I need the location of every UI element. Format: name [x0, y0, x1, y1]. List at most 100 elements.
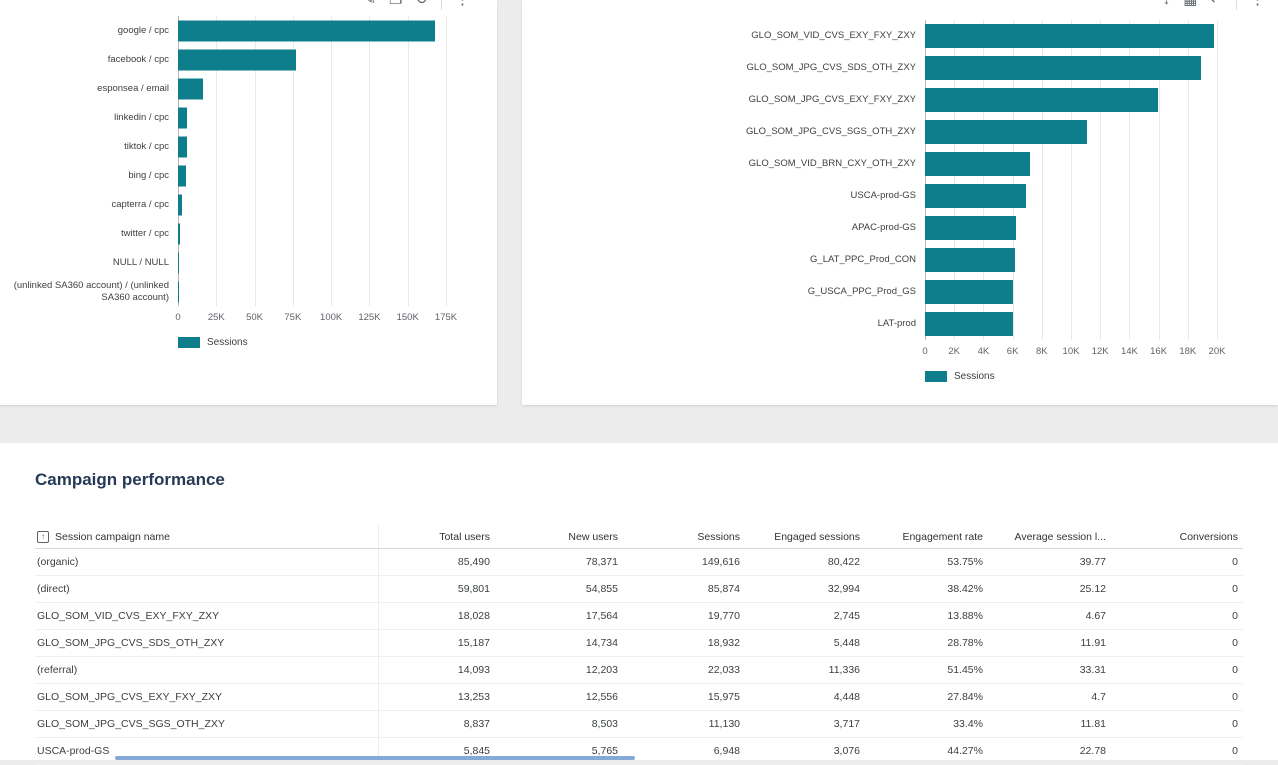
category-label: linkedin / cpc — [0, 112, 178, 124]
metric-cell: 53.75% — [862, 556, 985, 568]
plot-track — [178, 248, 446, 277]
download-icon[interactable]: ↓ — [1163, 0, 1171, 7]
chart-row: LAT-prod — [522, 308, 1278, 340]
column-header[interactable]: Total users — [379, 531, 492, 543]
dimension-icon: ↑ — [37, 531, 49, 543]
bar[interactable] — [925, 184, 1026, 208]
gridline — [255, 103, 256, 132]
plot-track — [178, 16, 446, 45]
chart-row: USCA-prod-GS — [522, 180, 1278, 212]
column-header-label: Session campaign name — [55, 531, 170, 543]
gridline — [216, 190, 217, 219]
column-header[interactable]: Sessions — [620, 531, 742, 543]
gridline — [1100, 148, 1101, 180]
bar[interactable] — [925, 88, 1158, 112]
column-header[interactable]: New users — [492, 531, 620, 543]
bar[interactable] — [178, 20, 435, 41]
metric-cell: 0 — [1108, 691, 1240, 703]
chart-row: GLO_SOM_JPG_CVS_SGS_OTH_ZXY — [522, 116, 1278, 148]
card-toolbar: ↓ ▦ ↩ ⋮ — [1163, 0, 1265, 12]
refresh-icon[interactable]: ↻ — [415, 0, 428, 7]
gridline — [446, 161, 447, 190]
table-scrollbar-thumb[interactable] — [115, 756, 635, 760]
gridline — [1013, 276, 1014, 308]
chart-row: (unlinked SA360 account) / (unlinked SA3… — [0, 277, 497, 306]
gridline — [1217, 116, 1218, 148]
bar[interactable] — [925, 24, 1214, 48]
gridline — [1217, 212, 1218, 244]
gridline — [408, 132, 409, 161]
gridline — [331, 74, 332, 103]
gridline — [331, 103, 332, 132]
legend-swatch — [178, 337, 200, 348]
metric-cell: 0 — [1108, 664, 1240, 676]
gridline — [408, 190, 409, 219]
column-header[interactable]: Average session l... — [985, 531, 1108, 543]
gridline — [369, 161, 370, 190]
gridline — [1071, 308, 1072, 340]
sessions-by-campaign-bar-chart: GLO_SOM_VID_CVS_EXY_FXY_ZXY GLO_SOM_JPG_C… — [522, 20, 1278, 382]
bar[interactable] — [178, 223, 180, 244]
category-label: bing / cpc — [0, 170, 178, 182]
column-header[interactable]: ↑ Session campaign name — [35, 525, 379, 548]
column-header[interactable]: Engagement rate — [862, 531, 985, 543]
bar[interactable] — [178, 194, 182, 215]
metric-cell: 4.67 — [985, 610, 1108, 622]
bar[interactable] — [178, 78, 203, 99]
bar[interactable] — [178, 107, 187, 128]
metric-cell: 5,448 — [742, 637, 862, 649]
bar[interactable] — [925, 248, 1015, 272]
bar[interactable] — [925, 280, 1013, 304]
toolbar-divider — [1236, 0, 1237, 10]
x-tick-label: 12K — [1092, 346, 1109, 357]
column-header[interactable]: Conversions — [1108, 531, 1240, 543]
bar[interactable] — [925, 216, 1016, 240]
bar[interactable] — [178, 252, 179, 273]
metric-cell: 22,033 — [620, 664, 742, 676]
metric-cell: 80,422 — [742, 556, 862, 568]
metric-cell: 44.27% — [862, 745, 985, 757]
category-label: GLO_SOM_JPG_CVS_SDS_OTH_ZXY — [522, 62, 925, 74]
chart-row: GLO_SOM_VID_CVS_EXY_FXY_ZXY — [522, 20, 1278, 52]
gridline — [331, 248, 332, 277]
bar[interactable] — [925, 312, 1013, 336]
gridline — [331, 219, 332, 248]
gridline — [255, 219, 256, 248]
plot-track — [925, 180, 1217, 212]
copy-icon[interactable]: ❐ — [389, 0, 402, 7]
x-tick-label: 25K — [208, 312, 225, 323]
metric-cell: 22.78 — [985, 745, 1108, 757]
column-header[interactable]: Engaged sessions — [742, 531, 862, 543]
bar[interactable] — [925, 152, 1030, 176]
metric-cell: 38.42% — [862, 583, 985, 595]
bar[interactable] — [925, 120, 1087, 144]
edit-icon[interactable]: ✎ — [363, 0, 376, 7]
category-label: GLO_SOM_JPG_CVS_EXY_FXY_ZXY — [522, 94, 925, 106]
chart-icon[interactable]: ▦ — [1183, 0, 1197, 7]
metric-cell: 13.88% — [862, 610, 985, 622]
share-icon[interactable]: ↩ — [1210, 0, 1223, 7]
bar[interactable] — [178, 136, 187, 157]
gridline — [1129, 212, 1130, 244]
chart-row: G_USCA_PPC_Prod_GS — [522, 276, 1278, 308]
metric-cell: 14,093 — [379, 664, 492, 676]
plot-track — [178, 103, 446, 132]
metric-cell: 59,801 — [379, 583, 492, 595]
gridline — [446, 16, 447, 45]
more-vert-icon[interactable]: ⋮ — [455, 0, 470, 7]
gridline — [1188, 116, 1189, 148]
gridline — [1100, 116, 1101, 148]
metric-cell: 17,564 — [492, 610, 620, 622]
bar[interactable] — [178, 165, 186, 186]
gridline — [1159, 180, 1160, 212]
more-vert-icon[interactable]: ⋮ — [1250, 0, 1265, 7]
x-tick-label: 0 — [922, 346, 927, 357]
gridline — [369, 219, 370, 248]
campaign-name-cell: GLO_SOM_JPG_CVS_SGS_OTH_ZXY — [35, 711, 379, 737]
chart-row: GLO_SOM_JPG_CVS_SDS_OTH_ZXY — [522, 52, 1278, 84]
bar[interactable] — [925, 56, 1201, 80]
legend-label: Sessions — [954, 371, 995, 382]
bar[interactable] — [178, 49, 296, 70]
gridline — [255, 277, 256, 306]
